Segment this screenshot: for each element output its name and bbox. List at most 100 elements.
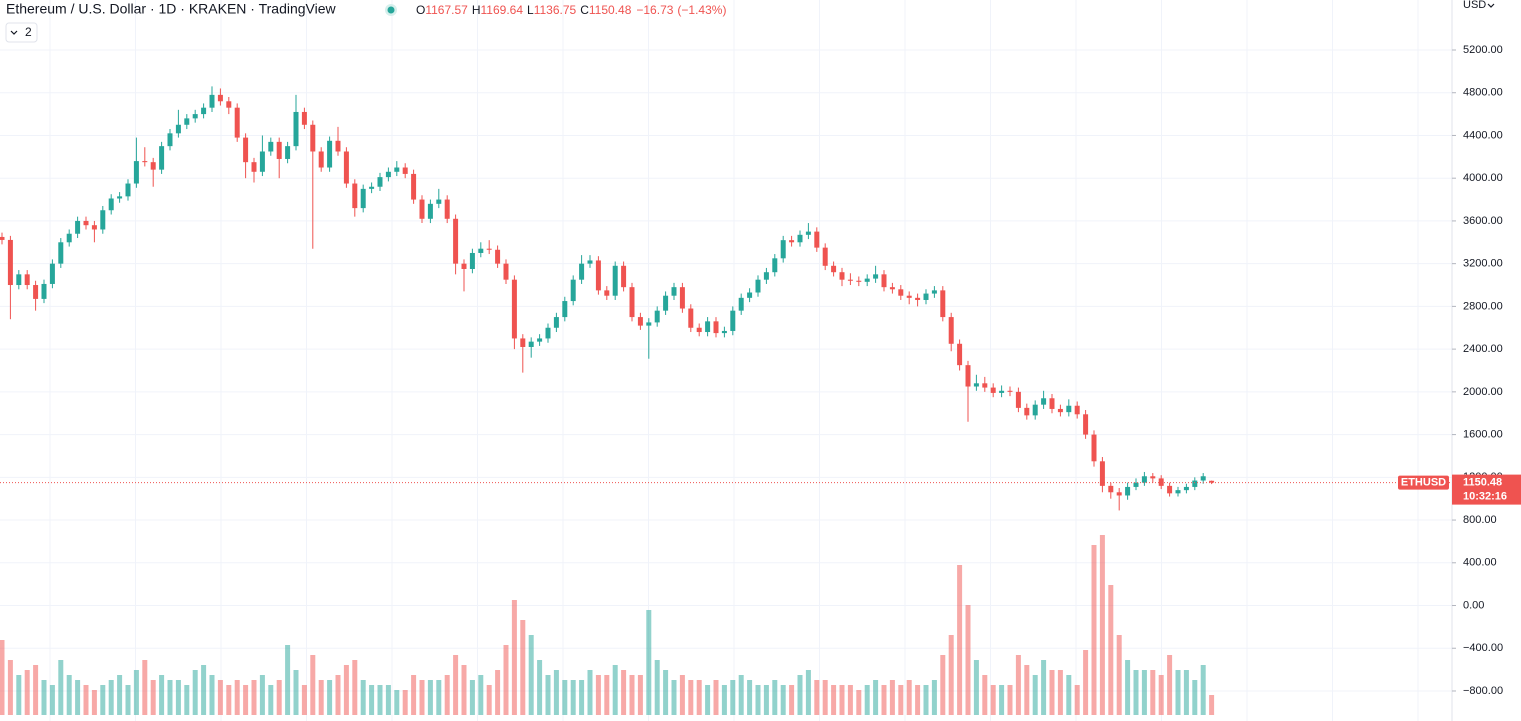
volume-bar [75,680,81,715]
candle-body [1209,480,1215,483]
volume-bar [881,685,887,715]
volume-bar [721,685,727,715]
volume-bar [537,660,543,715]
candle-body [343,151,349,184]
candle-body [1141,476,1147,483]
volume-bar [915,685,921,715]
candle-body [898,289,904,296]
volume-bar [125,685,131,715]
candle-body [1041,398,1047,405]
volume-bar [1175,670,1181,715]
volume-bar [175,680,181,715]
volume-bar [117,675,123,715]
candle-body [444,199,450,219]
y-tick-label: 2800.00 [1463,300,1503,312]
y-tick-label: 4800.00 [1463,87,1503,99]
candle-body [175,124,181,134]
candle-body [133,161,139,184]
volume-bar [1209,695,1215,715]
volume-bar [856,690,862,715]
candle-body [1007,390,1013,392]
volume-bar [612,665,618,715]
y-tick-label: 4400.00 [1463,129,1503,141]
candle-body [117,196,123,199]
candle-body [142,161,148,163]
ohlc-value: 1169.64 [481,3,524,17]
candle-body [688,308,694,328]
candle-body [587,260,593,264]
candle-body [0,236,5,240]
price-label: 1150.48 [1463,477,1502,489]
volume-bar [318,680,324,715]
y-tick-label: 0.00 [1463,599,1484,611]
volume-bar [864,685,870,715]
volume-bar [562,680,568,715]
chart-title: Ethereum / U.S. Dollar · 1D · KRAKEN · T… [6,1,337,17]
candle-body [49,263,55,284]
currency-chevron [1487,3,1495,8]
candle-body [16,274,22,286]
volume-bar [889,680,895,715]
candle-body [1108,485,1114,493]
candle-body [948,317,954,344]
volume-bar [201,665,207,715]
candle-body [243,137,249,163]
volume-bar [100,685,106,715]
candle-body [385,171,391,178]
candle-body [931,290,937,294]
candle-body [310,124,316,152]
candle-body [1125,486,1131,496]
volume-bar [763,685,769,715]
candle-body [814,231,820,248]
candle-body [352,183,358,209]
candle-body [83,220,89,226]
candle-body [150,162,156,170]
volume-bar [268,685,274,715]
volume-bar [553,670,559,715]
candle-body [369,186,375,189]
candle-body [259,151,265,172]
volume-bar [705,685,711,715]
candle-body [1167,485,1173,494]
status-dot [387,6,395,14]
volume-bar [654,660,660,715]
candle-body [797,234,803,243]
candle-body [864,278,870,282]
candle-body [268,141,274,152]
candle-body [789,240,795,243]
volume-bar [931,680,937,715]
currency-label[interactable]: USD [1463,0,1486,11]
candle-body [58,242,64,264]
volume-bar [780,685,786,715]
indicator-badge[interactable] [5,22,38,43]
candle-body [167,133,173,147]
candle-body [570,279,576,302]
volume-bar [1141,670,1147,715]
candle-body [629,287,635,318]
volume-bar [688,680,694,715]
volume-bar [797,675,803,715]
volume-bar [1167,655,1173,715]
candle-body [469,252,475,269]
volume-bar [0,640,5,715]
volume-bar [1108,585,1114,715]
candle-body [495,249,501,264]
volume-bar [184,685,190,715]
candle-body [1083,414,1089,435]
volume-bar [671,680,677,715]
volume-bar [495,670,501,715]
candle-body [604,290,610,296]
candle-body [579,263,585,280]
candle-body [772,258,778,273]
volume-bar [973,660,979,715]
candle-body [747,292,753,298]
volume-bar [478,675,484,715]
candle-body [973,383,979,387]
ohlc-legend: O1167.57 H1169.64 L1136.75 C1150.48 −16.73 (−… [416,3,726,17]
volume-bar [159,675,165,715]
candle-body [226,101,232,108]
candle-body [184,118,190,125]
volume-bar [999,685,1005,715]
symbol-badge-bg [1398,475,1449,490]
